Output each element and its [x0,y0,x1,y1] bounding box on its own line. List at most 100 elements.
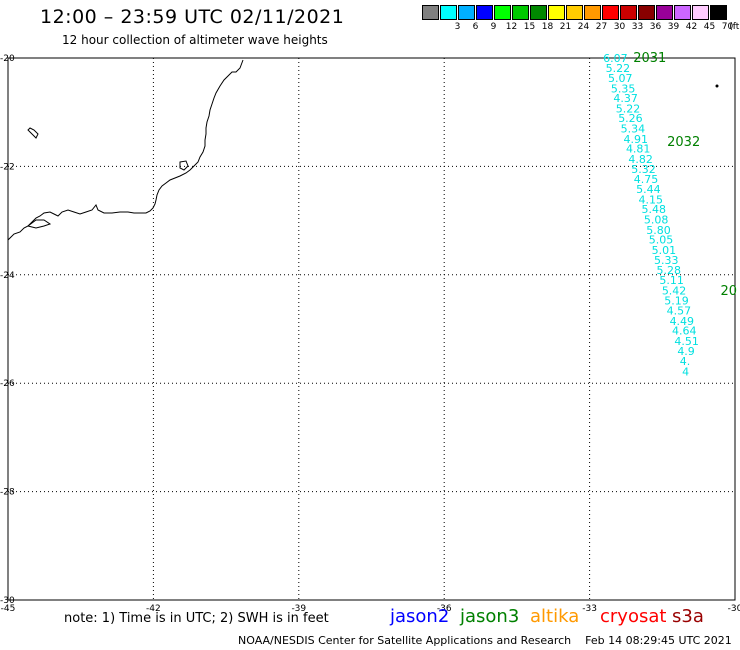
coastline [7,59,244,241]
scale-swatch [566,5,583,20]
swh-value-label: 4.49 [670,315,695,328]
lat-tick-label: -22 [0,162,15,172]
footer-note: note: 1) Time is in UTC; 2) SWH is in fe… [64,611,329,626]
swh-value-label: 5.35 [611,82,636,95]
track-time-label: 2031 [633,51,666,66]
scale-swatch [602,5,619,20]
axis-ticks: -45 -42 -39 -36 -33 -30 -20 -22 -24 -26 -28 -30 [0,54,740,614]
small-island [179,160,189,171]
satellite-label-jason3: jason3 [460,606,520,627]
swh-value-label: 5.22 [606,62,631,75]
swh-value-label: 5.05 [649,234,674,247]
scale-swatch [458,5,475,20]
lat-tick-label: -24 [0,271,15,281]
satellite-label-s3a: s3a [672,606,704,627]
map-title: 12:00 – 23:59 UTC 02/11/2021 [40,6,345,28]
swh-value-label: 5.08 [644,214,669,227]
scale-swatch [638,5,655,20]
scale-swatch [692,5,709,20]
lon-tick-label: -33 [582,604,597,614]
bay-outline [26,219,52,229]
scale-swatch [440,5,457,20]
swh-value-label: 5.33 [654,254,679,267]
scale-label: 24 [577,22,590,32]
scale-label: 12 [505,22,518,32]
scale-label: 15 [523,22,536,32]
scale-label: 18 [541,22,554,32]
scale-label: 21 [559,22,572,32]
isolated-point [715,84,719,88]
swh-value-label: 5.26 [618,112,643,125]
lon-tick-label: -45 [1,604,16,614]
scale-swatch [620,5,637,20]
scale-swatch [710,5,727,20]
swh-value-label: 4.51 [674,335,699,348]
scale-unit: (ft) [729,22,740,32]
scale-label: 9 [490,22,497,32]
swh-value-label: 5.44 [636,183,661,196]
scale-label: 42 [685,22,698,32]
swh-value-label: 5.22 [616,102,641,115]
scale-swatch [584,5,601,20]
footer-credit: NOAA/NESDIS Center for Satellite Applica… [238,634,732,647]
scale-swatch [674,5,691,20]
swh-value-label: 5.48 [641,203,666,216]
swh-value-label: 5.32 [631,163,656,176]
satellite-label-altika: altika [530,606,580,627]
scale-swatch [494,5,511,20]
track-time-label: 20 [720,284,737,299]
swh-value-label: 4.81 [626,143,651,156]
swh-value-label: 4.37 [613,92,638,105]
swh-value-label: 5.11 [659,274,684,287]
scale-swatch [530,5,547,20]
map-frame [7,57,736,601]
swh-value-label: 5.28 [656,264,681,277]
swh-value-label: 4.9 [677,345,695,358]
scale-swatch [548,5,565,20]
scale-label: 3 [454,22,461,32]
lat-tick-label: -26 [0,379,15,389]
scale-label: 39 [667,22,680,32]
scale-swatch [512,5,529,20]
swh-value-label: 4.82 [628,153,653,166]
credit-text: NOAA/NESDIS Center for Satellite Applica… [238,634,572,647]
swh-value-label: 4.64 [672,325,697,338]
lon-tick-label: -39 [291,604,306,614]
lon-tick-label: -42 [146,604,161,614]
swh-value-label: 5.34 [621,122,646,135]
scale-label: 27 [595,22,608,32]
scale-swatch [656,5,673,20]
scale-label: 30 [613,22,626,32]
scale-label: 36 [649,22,662,32]
swh-value-label: 4.91 [624,133,649,146]
swh-value-label: 4.75 [634,173,659,186]
scale-label: 70 [721,22,734,32]
lat-tick-label: -28 [0,488,15,498]
lat-tick-label: -20 [0,54,15,64]
swh-value-label: 4 [682,365,689,378]
swh-value-label: 5.42 [662,285,687,298]
credit-timestamp: Feb 14 08:29:45 UTC 2021 [585,634,732,647]
swh-value-label: 5.01 [652,244,677,257]
swh-value-label: 4.15 [639,193,664,206]
swh-value-label: 6.07 [603,52,628,65]
scale-swatch [476,5,493,20]
island-coast [27,127,39,139]
lon-tick-label: -36 [437,604,452,614]
map-subtitle: 12 hour collection of altimeter wave hei… [62,33,328,47]
swh-value-label: 4.57 [667,305,692,318]
scale-label: 6 [472,22,479,32]
scale-label: 45 [703,22,716,32]
satellite-label-jason2: jason2 [390,606,450,627]
swh-value-label: 5.80 [646,224,671,237]
satellite-label-cryosat: cryosat [600,606,667,627]
lon-tick-label: -30 [728,604,740,614]
altimeter-track: 6.075.225.075.354.375.225.265.344.914.81… [603,51,737,378]
swh-value-label: 5.07 [608,72,633,85]
track-time-label: 2032 [667,135,700,150]
lat-tick-label: -30 [0,596,15,606]
swh-value-label: 5.19 [664,294,689,307]
scale-swatch [422,5,439,20]
scale-label: 33 [631,22,644,32]
